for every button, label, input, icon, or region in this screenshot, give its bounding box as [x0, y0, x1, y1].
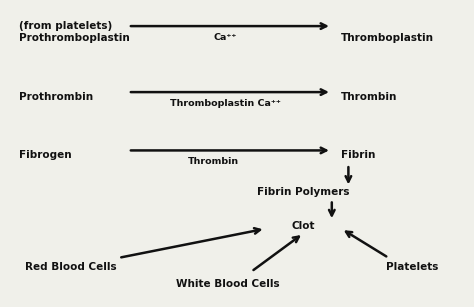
Text: Fibrogen: Fibrogen	[19, 150, 72, 160]
Text: Platelets: Platelets	[386, 262, 438, 272]
Text: Prothrombin: Prothrombin	[19, 92, 93, 102]
Text: Fibrin Polymers: Fibrin Polymers	[257, 187, 350, 197]
Text: Thromboplastin: Thromboplastin	[341, 33, 434, 43]
Text: Thromboplastin Ca⁺⁺: Thromboplastin Ca⁺⁺	[170, 99, 281, 108]
Text: Fibrin: Fibrin	[341, 150, 376, 160]
Text: (from platelets)
Prothromboplastin: (from platelets) Prothromboplastin	[19, 21, 130, 43]
Text: White Blood Cells: White Blood Cells	[176, 279, 279, 289]
Text: Clot: Clot	[292, 221, 315, 231]
Text: Ca⁺⁺: Ca⁺⁺	[213, 33, 237, 42]
Text: Red Blood Cells: Red Blood Cells	[25, 262, 117, 272]
Text: Thrombin: Thrombin	[341, 92, 398, 102]
Text: Thrombin: Thrombin	[188, 157, 239, 166]
